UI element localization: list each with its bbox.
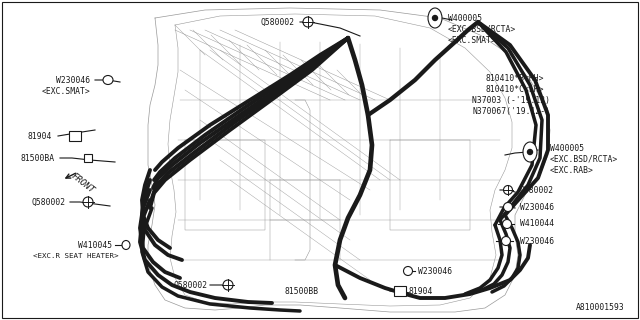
Text: <EXC.R SEAT HEATER>: <EXC.R SEAT HEATER> bbox=[33, 253, 118, 259]
Text: N37003 (-'19.12): N37003 (-'19.12) bbox=[472, 95, 550, 105]
Ellipse shape bbox=[523, 142, 537, 162]
Text: <EXC.RAB>: <EXC.RAB> bbox=[550, 165, 594, 174]
Circle shape bbox=[433, 15, 438, 20]
Circle shape bbox=[83, 197, 93, 207]
Circle shape bbox=[527, 149, 532, 155]
Text: W230046: W230046 bbox=[56, 76, 90, 84]
Ellipse shape bbox=[524, 147, 536, 157]
Circle shape bbox=[504, 186, 513, 195]
Circle shape bbox=[223, 280, 233, 290]
Bar bbox=[69, 131, 81, 141]
Text: <EXC.SMAT>: <EXC.SMAT> bbox=[41, 86, 90, 95]
Text: W400005: W400005 bbox=[550, 143, 584, 153]
Text: 81500BB: 81500BB bbox=[284, 286, 318, 295]
Ellipse shape bbox=[122, 241, 130, 250]
Bar bbox=[394, 286, 406, 296]
Text: W230046: W230046 bbox=[418, 267, 452, 276]
Text: W230046: W230046 bbox=[520, 203, 554, 212]
Text: <EXC.BSD/RCTA>: <EXC.BSD/RCTA> bbox=[550, 155, 618, 164]
Text: Q580002: Q580002 bbox=[261, 18, 295, 27]
Text: 810410*B<RH>: 810410*B<RH> bbox=[485, 74, 543, 83]
Text: <EXC.SMAT>: <EXC.SMAT> bbox=[448, 36, 497, 44]
Text: N370067('19.12-): N370067('19.12-) bbox=[472, 107, 550, 116]
Text: W400005: W400005 bbox=[448, 13, 482, 22]
Ellipse shape bbox=[502, 236, 511, 245]
Text: W230046: W230046 bbox=[520, 236, 554, 245]
Text: <EXC.BSD/RCTA>: <EXC.BSD/RCTA> bbox=[448, 25, 516, 34]
Text: FRONT: FRONT bbox=[70, 171, 97, 195]
Text: Q580002: Q580002 bbox=[32, 197, 66, 206]
Text: W410044: W410044 bbox=[520, 220, 554, 228]
Circle shape bbox=[303, 17, 313, 27]
Text: 81904: 81904 bbox=[408, 286, 433, 295]
Text: Q580002: Q580002 bbox=[174, 281, 208, 290]
Ellipse shape bbox=[103, 76, 113, 84]
Ellipse shape bbox=[429, 13, 441, 23]
Bar bbox=[84, 154, 92, 162]
Text: 81500BA: 81500BA bbox=[21, 154, 55, 163]
Text: Q580002: Q580002 bbox=[520, 186, 554, 195]
Ellipse shape bbox=[428, 8, 442, 28]
Text: A810001593: A810001593 bbox=[576, 303, 625, 313]
Ellipse shape bbox=[502, 220, 511, 228]
Text: W410045: W410045 bbox=[78, 241, 112, 250]
Text: 810410*C<LH>: 810410*C<LH> bbox=[485, 84, 543, 93]
Text: 81904: 81904 bbox=[28, 132, 52, 140]
Ellipse shape bbox=[403, 267, 413, 276]
Ellipse shape bbox=[504, 203, 513, 212]
